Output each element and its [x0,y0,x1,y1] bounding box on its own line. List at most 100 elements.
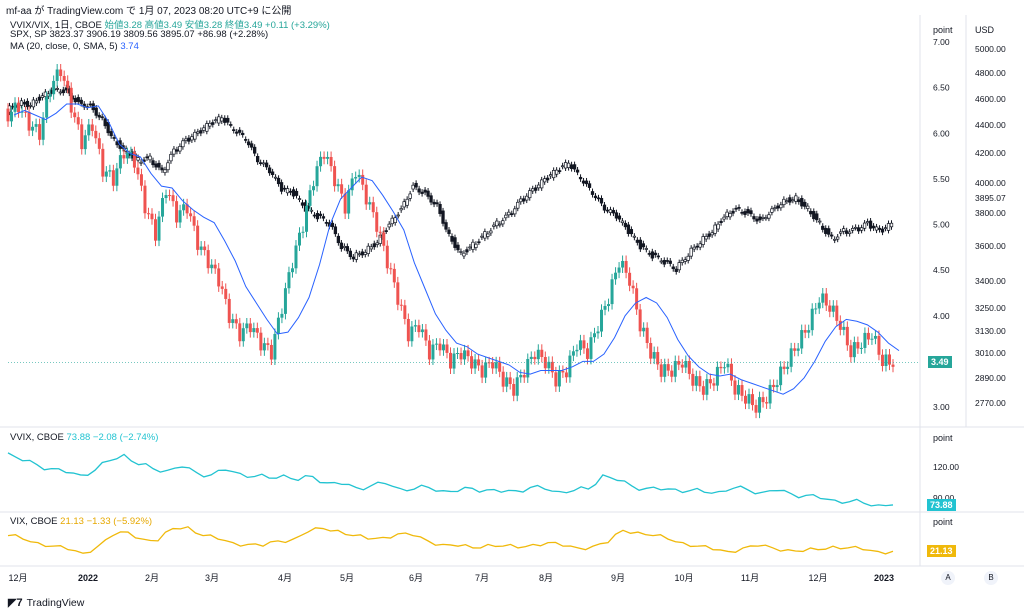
ratio-candle [550,361,554,373]
ratio-candle [364,184,368,205]
spx-candle [680,259,684,263]
spx-candle [773,207,777,210]
ratio-candle [561,370,565,373]
ratio-candle [557,370,561,387]
ratio-candle [13,102,17,112]
spx-candle [390,217,394,225]
ratio-candle [456,353,460,355]
ratio-candle [508,377,512,385]
ratio-candle [687,360,691,374]
ratio-candle [66,80,70,88]
ratio-candle [578,340,582,350]
scale-b-button[interactable]: B [984,571,998,585]
spx-candle [94,107,98,116]
spx-candle [136,157,140,161]
spx-candle [100,116,104,119]
ratio-candle [487,362,491,364]
point-axis-header: point [933,25,953,35]
spx-candle [880,228,885,233]
spx-candle [886,223,891,231]
vvix-values: 73.88 −2.08 (−2.74%) [66,432,159,443]
spx-candle [836,236,840,240]
spx-candle [154,163,158,168]
spx-candle [342,245,347,248]
spx-candle [450,235,454,242]
spx-candle [599,198,604,204]
ratio-candle [308,190,312,206]
ratio-candle [498,362,502,372]
spx-candle [351,256,355,260]
ratio-candle [6,108,10,122]
ratio-candle [94,130,98,139]
ratio-candle [698,376,702,387]
spx-candle [713,224,717,234]
spx-candle [423,189,427,193]
spx-candle [546,177,550,181]
spx-candle [800,197,804,207]
ratio-candle [484,362,488,378]
spx-candle [656,255,660,258]
spx-title: SPX, SP [10,29,47,40]
ratio-candle [814,308,818,310]
ratio-candle [772,384,776,388]
ratio-candle [529,356,533,359]
ratio-candle [241,328,245,342]
spx-tick-label: 2890.00 [975,373,1006,383]
ratio-candle [835,305,839,321]
ratio-candle [87,124,91,136]
ratio-tick-label: 5.00 [933,220,950,230]
ratio-candle [568,355,572,378]
ratio-candle [290,268,294,273]
auto-scale-button[interactable]: A [941,571,955,585]
spx-candle [638,239,643,250]
ratio-candle [782,366,786,369]
ratio-candle [20,111,24,113]
spx-candle [330,222,335,228]
ratio-tick-label: 4.50 [933,265,950,275]
spx-candle [429,195,433,203]
spx-candle [722,216,726,220]
ratio-candle [733,380,737,395]
ratio-candle [592,333,596,338]
ratio-candle [354,177,358,179]
ratio-candle [631,285,635,289]
ratio-candle [385,245,389,269]
ratio-candle [329,156,333,167]
spx-candle [264,162,269,168]
ratio-candle [673,361,677,377]
ratio-candle [108,170,112,172]
ratio-candle [154,219,157,241]
spx-candle [300,202,305,206]
spx-candle [267,167,272,174]
spx-candle [569,164,574,169]
spx-candle [175,149,179,152]
ratio-candle [125,153,129,159]
spx-candle [238,129,242,133]
spx-candle [417,188,421,193]
spx-candle [847,231,852,234]
time-tick-label: 3月 [205,573,219,583]
spx-candle [477,241,481,244]
spx-candle [671,266,675,270]
ratio-candle [97,138,101,149]
spx-candle [578,176,583,180]
ratio-candle [873,335,877,339]
spx-candle [459,251,463,253]
ratio-candle [452,353,456,369]
ratio-candle [670,370,674,377]
ratio-candle [751,394,755,406]
ratio-candle [564,372,568,378]
vix-pane [7,526,894,555]
ratio-candle [600,309,604,332]
spx-candle [294,190,299,196]
ratio-candle [747,394,751,404]
spx-candle [279,182,284,192]
spx-candle [761,217,765,219]
spx-candle [704,236,708,240]
ratio-candle [866,332,870,340]
ratio-candle [473,359,477,369]
ratio-candle [83,135,87,150]
spx-candle [557,170,562,172]
ratio-candle [803,330,807,333]
